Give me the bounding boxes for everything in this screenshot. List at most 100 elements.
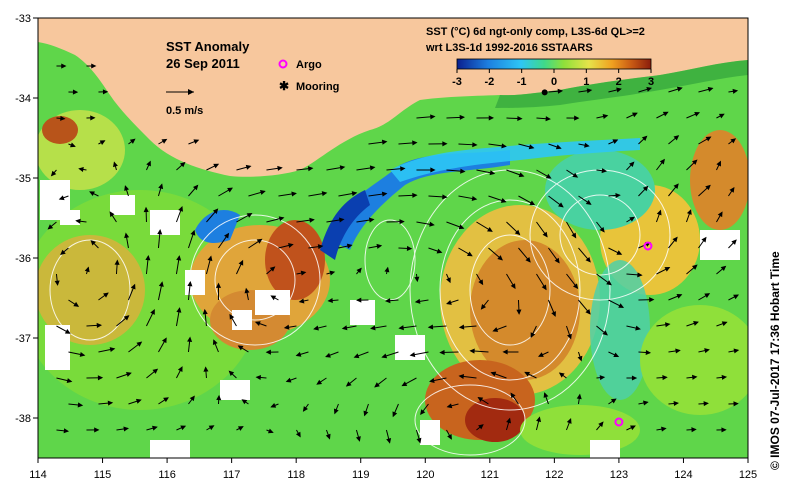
x-tick-label: 125: [739, 469, 757, 481]
current-vector-head: [96, 322, 103, 328]
current-vector-head: [673, 183, 679, 190]
current-vector-head: [704, 348, 710, 354]
x-tick-label: 115: [94, 469, 112, 481]
current-vector-head: [469, 348, 475, 354]
current-vector-head: [502, 349, 508, 355]
current-vector-head: [180, 425, 187, 431]
y-tick-label: -34: [15, 93, 31, 105]
current-vector-head: [721, 321, 728, 327]
colorbar-title-line1: SST (°C) 6d ngt-only comp, L3S-6d QL>=2: [426, 26, 645, 38]
x-axis: 114 115 116 117 118 119 120 121 122 123 124 125: [29, 458, 757, 481]
current-vector-head: [574, 115, 580, 121]
current-vector-head: [158, 183, 164, 190]
current-vector-head: [577, 355, 583, 362]
current-vector-head: [472, 142, 478, 148]
current-vector-head: [567, 333, 572, 340]
current-vector-head: [254, 321, 261, 327]
current-vector-head: [576, 393, 582, 400]
current-vector-head: [99, 140, 106, 145]
current-vector-head: [277, 165, 283, 171]
current-vector-head: [123, 426, 129, 432]
colorbar-tick-label: -1: [517, 76, 527, 88]
current-vector-head: [705, 136, 712, 142]
current-vector-head: [693, 321, 699, 326]
current-vector-head: [613, 352, 620, 358]
x-tick-label: 121: [481, 469, 499, 481]
current-vector-head: [629, 161, 635, 168]
current-vector-head: [572, 283, 579, 290]
current-vector-head: [720, 265, 727, 272]
current-vector-head: [528, 144, 535, 150]
current-vector-head: [90, 115, 96, 121]
current-vector-head: [631, 375, 638, 381]
y-tick-label: -35: [15, 173, 31, 185]
y-tick-label: -38: [15, 413, 31, 425]
imos-credit: © IMOS 07-Jul-2017 17:36 Hobart Time: [768, 251, 782, 470]
current-vector-head: [618, 303, 625, 308]
current-vector-head: [691, 264, 698, 270]
current-vector-head: [478, 279, 484, 286]
current-vector-head: [64, 329, 71, 334]
current-vector-head: [488, 115, 495, 121]
current-vector-head: [130, 283, 136, 290]
current-vector-head: [632, 112, 638, 118]
current-vector-head: [256, 238, 263, 244]
current-vector-head: [458, 224, 465, 230]
current-vector-head: [374, 382, 380, 388]
current-vector-head: [208, 425, 215, 431]
current-vector-head: [189, 395, 195, 402]
plot-frame: [37, 17, 749, 459]
current-vector-head: [392, 411, 398, 418]
current-vector-head: [351, 191, 358, 197]
current-vector-head: [212, 339, 218, 346]
current-vector-head: [642, 185, 649, 192]
current-vector-head: [733, 348, 740, 354]
current-vector-head: [109, 211, 115, 217]
current-vector-head: [212, 208, 219, 215]
current-vector-head: [630, 425, 636, 431]
current-vector-head: [732, 88, 739, 94]
current-vector-head: [113, 161, 118, 168]
x-tick-label: 117: [223, 469, 241, 481]
current-vector-head: [694, 111, 701, 117]
land-mass: [38, 18, 748, 177]
current-vector-head: [551, 311, 556, 317]
current-vector-head: [333, 408, 339, 415]
scale-arrowhead-icon: [188, 89, 194, 95]
current-vector-head: [313, 325, 319, 331]
current-vector-head: [705, 184, 711, 191]
current-vector-head: [707, 86, 714, 92]
current-vector-head: [478, 424, 484, 430]
current-vector-head: [47, 224, 54, 230]
current-vector-head: [203, 366, 209, 372]
current-vector-head: [345, 381, 352, 387]
x-tick-label: 122: [545, 469, 563, 481]
current-vector-head: [430, 114, 436, 120]
current-vector-head: [704, 293, 711, 299]
current-vector-head: [70, 142, 76, 148]
colorbar-tick-label: -3: [452, 76, 462, 88]
current-vector-head: [659, 158, 665, 165]
current-vector-head: [506, 417, 512, 424]
current-vector-head: [466, 251, 473, 257]
current-vector-head: [356, 297, 362, 303]
current-vector-head: [530, 332, 536, 339]
current-vector-head: [227, 187, 233, 193]
current-vector-head: [177, 366, 183, 373]
current-vector-head: [571, 232, 577, 239]
current-vector-head: [302, 406, 308, 412]
current-vector-head: [124, 185, 130, 191]
current-vector-head: [599, 226, 605, 233]
current-vector-head: [157, 229, 163, 235]
current-vector-head: [295, 351, 302, 357]
current-vector-head: [635, 325, 641, 331]
current-vector-head: [401, 381, 408, 387]
current-vector-head: [244, 287, 250, 294]
colorbar-tick-label: 2: [616, 76, 622, 88]
current-vector-head: [721, 374, 728, 380]
current-vector-head: [409, 352, 416, 358]
current-vector-head: [363, 410, 369, 417]
current-vector-head: [545, 116, 551, 122]
current-vector-head: [355, 436, 361, 442]
